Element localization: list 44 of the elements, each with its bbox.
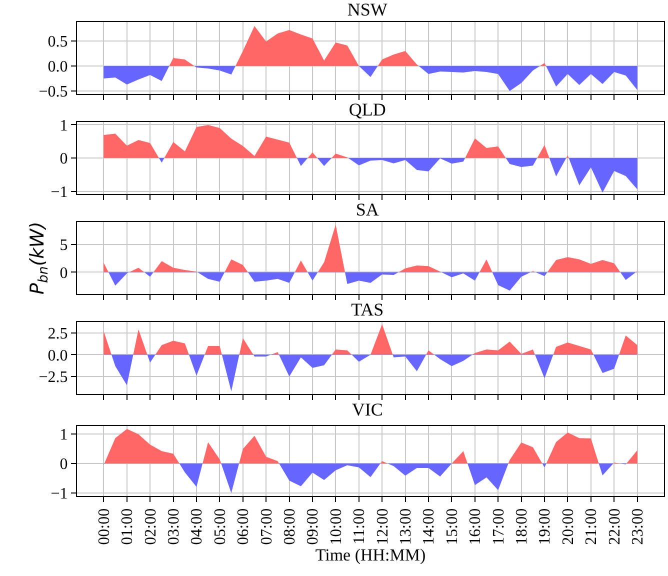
x-tick-label: 06:00 [235,508,252,545]
y-tick-label: 0 [60,264,68,282]
y-tick-label: −2.5 [38,369,68,386]
y-tick-label: 0 [60,456,68,474]
x-tick-label: 20:00 [560,508,577,545]
x-tick-label: 07:00 [258,508,276,545]
y-tick-label: 2.5 [48,326,68,343]
y-tick-label: −0.5 [38,84,68,101]
x-tick-label: 14:00 [420,508,438,545]
y-tick-label: 0.5 [48,34,68,51]
x-tick-label: 03:00 [165,508,182,545]
x-tick-label: 23:00 [630,508,647,545]
chart-title: VIC [352,400,383,420]
x-tick-label: 10:00 [328,508,345,545]
y-tick-label: 0 [60,150,68,168]
y-tick-label: −1 [50,486,68,503]
x-tick-label: 17:00 [490,508,508,545]
y-tick-label: −1 [50,184,68,201]
x-tick-label: 15:00 [444,508,461,545]
y-tick-label: 1 [60,426,68,444]
y-tick-label: 0.0 [48,347,68,364]
x-tick-label: 16:00 [467,508,484,545]
chart-title: QLD [348,100,386,120]
y-tick-label: 5 [60,236,68,254]
x-tick-label: 19:00 [536,508,554,545]
x-tick-label: 22:00 [606,508,624,545]
chart-title: NSW [347,0,388,20]
x-tick-label: 01:00 [119,508,136,545]
y-tick-label: 1 [60,117,68,134]
y-tick-label: 0.0 [48,58,68,76]
x-axis-title: Time (HH:MM) [315,545,426,564]
x-tick-label: 21:00 [583,508,600,545]
chart-title: SA [356,200,379,220]
x-tick-label: 12:00 [374,508,392,545]
x-tick-label: 09:00 [304,508,322,545]
x-tick-label: 11:00 [351,508,368,544]
x-tick-label: 02:00 [142,508,160,545]
x-tick-label: 13:00 [398,508,414,545]
x-tick-label: 04:00 [188,508,206,545]
x-tick-label: 18:00 [514,508,531,545]
chart-title: TAS [351,300,384,320]
x-tick-label: 05:00 [212,508,229,545]
x-tick-label: 00:00 [96,508,113,545]
x-tick-label: 08:00 [281,508,298,545]
